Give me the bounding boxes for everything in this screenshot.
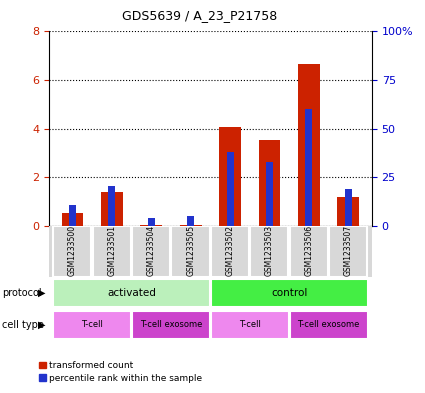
Bar	[62, 213, 83, 226]
FancyBboxPatch shape	[250, 226, 289, 277]
FancyBboxPatch shape	[49, 226, 372, 277]
Bar	[69, 205, 76, 226]
Bar	[140, 225, 162, 226]
Bar	[266, 162, 273, 226]
Text: T-cell exosome: T-cell exosome	[140, 320, 202, 329]
Bar	[101, 192, 123, 226]
Bar	[305, 109, 312, 226]
Text: ▶: ▶	[37, 288, 45, 298]
FancyBboxPatch shape	[211, 310, 289, 339]
Text: GSM1233502: GSM1233502	[226, 225, 235, 276]
Text: activated: activated	[107, 288, 156, 298]
Text: GSM1233505: GSM1233505	[186, 225, 195, 276]
FancyBboxPatch shape	[171, 226, 210, 277]
Text: GSM1233501: GSM1233501	[108, 225, 116, 276]
FancyBboxPatch shape	[289, 310, 368, 339]
Bar	[259, 140, 280, 226]
Bar	[148, 218, 155, 226]
FancyBboxPatch shape	[211, 226, 249, 277]
Text: cell type: cell type	[2, 320, 44, 330]
FancyBboxPatch shape	[132, 226, 170, 277]
FancyBboxPatch shape	[289, 226, 328, 277]
FancyBboxPatch shape	[132, 310, 210, 339]
FancyBboxPatch shape	[93, 226, 131, 277]
Text: GSM1233507: GSM1233507	[344, 225, 353, 276]
Text: T-cell: T-cell	[239, 320, 261, 329]
Bar	[187, 216, 194, 226]
Bar	[345, 189, 352, 226]
Text: GSM1233506: GSM1233506	[304, 225, 313, 276]
Text: GSM1233503: GSM1233503	[265, 225, 274, 276]
FancyBboxPatch shape	[329, 226, 367, 277]
FancyBboxPatch shape	[211, 279, 368, 307]
Bar	[219, 127, 241, 226]
Text: ▶: ▶	[37, 320, 45, 330]
Legend: transformed count, percentile rank within the sample: transformed count, percentile rank withi…	[39, 360, 204, 384]
Bar	[108, 186, 116, 226]
Text: T-cell exosome: T-cell exosome	[298, 320, 360, 329]
Bar	[298, 64, 320, 226]
Text: GDS5639 / A_23_P21758: GDS5639 / A_23_P21758	[122, 9, 278, 22]
Text: protocol: protocol	[2, 288, 42, 298]
Text: GSM1233504: GSM1233504	[147, 225, 156, 276]
Bar	[337, 197, 359, 226]
FancyBboxPatch shape	[53, 310, 131, 339]
FancyBboxPatch shape	[53, 279, 210, 307]
FancyBboxPatch shape	[53, 226, 91, 277]
Text: GSM1233500: GSM1233500	[68, 225, 77, 276]
Text: control: control	[271, 288, 307, 298]
Text: T-cell: T-cell	[81, 320, 103, 329]
Bar	[180, 225, 201, 226]
Bar	[227, 152, 234, 226]
